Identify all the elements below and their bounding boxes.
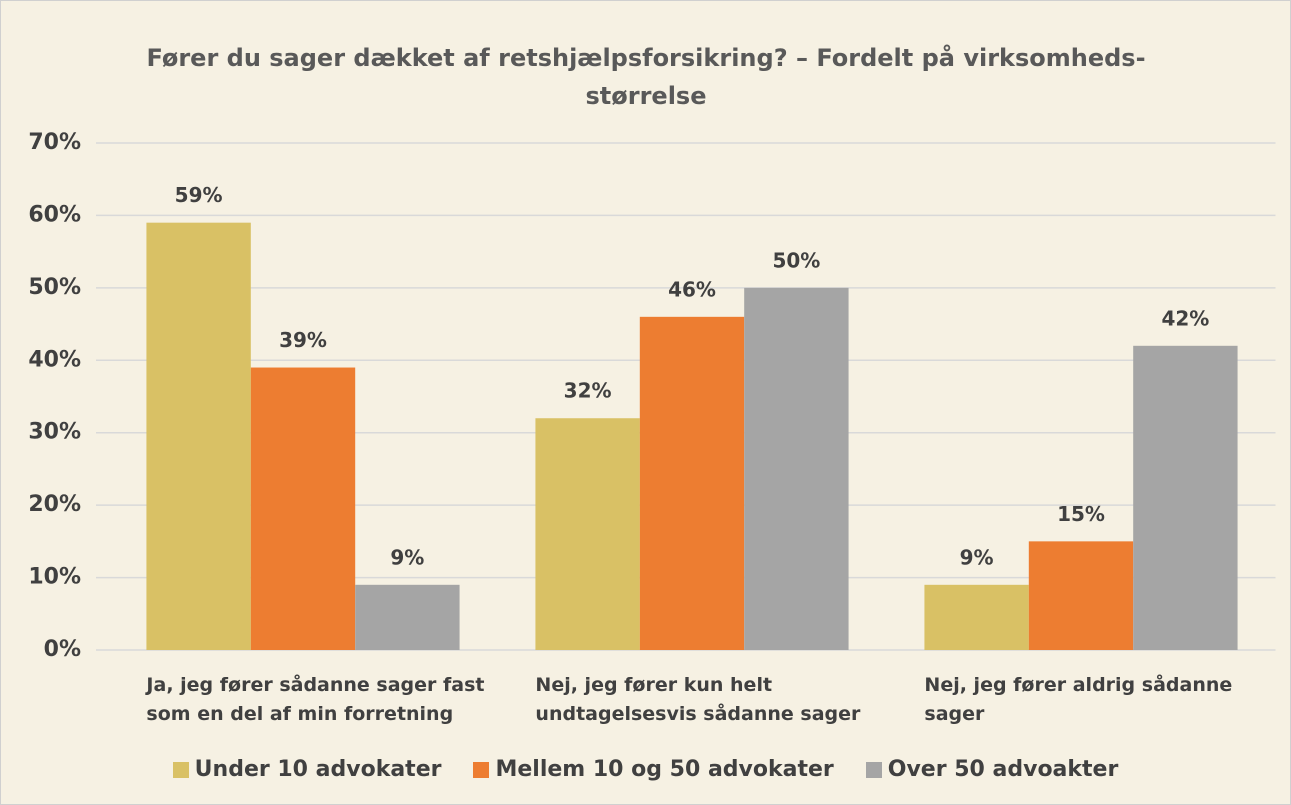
legend-item: Over 50 advoakter (865, 757, 1119, 782)
value-label: 46% (668, 277, 716, 301)
value-label: 9% (390, 545, 424, 569)
bar (744, 287, 849, 650)
bar (250, 367, 356, 650)
legend-swatch (473, 761, 490, 778)
bar (639, 316, 745, 650)
y-tick-label: 20% (28, 492, 81, 517)
bar (924, 584, 1029, 650)
x-tick-label: Ja, jeg fører sådanne sager fast som en … (146, 674, 485, 725)
value-label: 59% (175, 183, 223, 207)
value-label: 15% (1057, 502, 1105, 526)
y-tick-label: 30% (28, 420, 81, 445)
bar (355, 584, 460, 650)
legend-label: Under 10 advokater (194, 757, 442, 782)
bar (535, 418, 640, 650)
legend-item: Under 10 advokater (172, 757, 442, 782)
bar (146, 222, 251, 650)
legend-swatch (865, 761, 882, 778)
bar (1133, 345, 1238, 650)
legend: Under 10 advokater Mellem 10 og 50 advoka… (1, 757, 1290, 782)
y-tick-label: 50% (28, 275, 81, 300)
value-label: 50% (772, 248, 820, 272)
y-tick-label: 10% (28, 565, 81, 590)
value-label: 9% (960, 545, 994, 569)
value-label: 32% (564, 379, 612, 403)
legend-swatch (172, 761, 189, 778)
value-label: 42% (1161, 306, 1209, 330)
value-label: 39% (279, 328, 327, 352)
x-tick-label: Nej, jeg fører aldrig sådanne sager (924, 674, 1233, 725)
y-tick-label: 60% (28, 202, 81, 227)
bar (1028, 541, 1134, 650)
legend-label: Mellem 10 og 50 advokater (495, 757, 834, 782)
y-tick-label: 40% (28, 347, 81, 372)
chart-title: Fører du sager dækket af retshjælpsforsi… (146, 44, 1146, 110)
y-tick-label: 0% (44, 637, 81, 662)
legend-label: Over 50 advoakter (887, 757, 1119, 782)
y-tick-label: 70% (28, 130, 81, 155)
x-tick-label: Nej, jeg fører kun helt undtagelsesvis s… (535, 674, 861, 725)
legend-item: Mellem 10 og 50 advokater (473, 757, 834, 782)
